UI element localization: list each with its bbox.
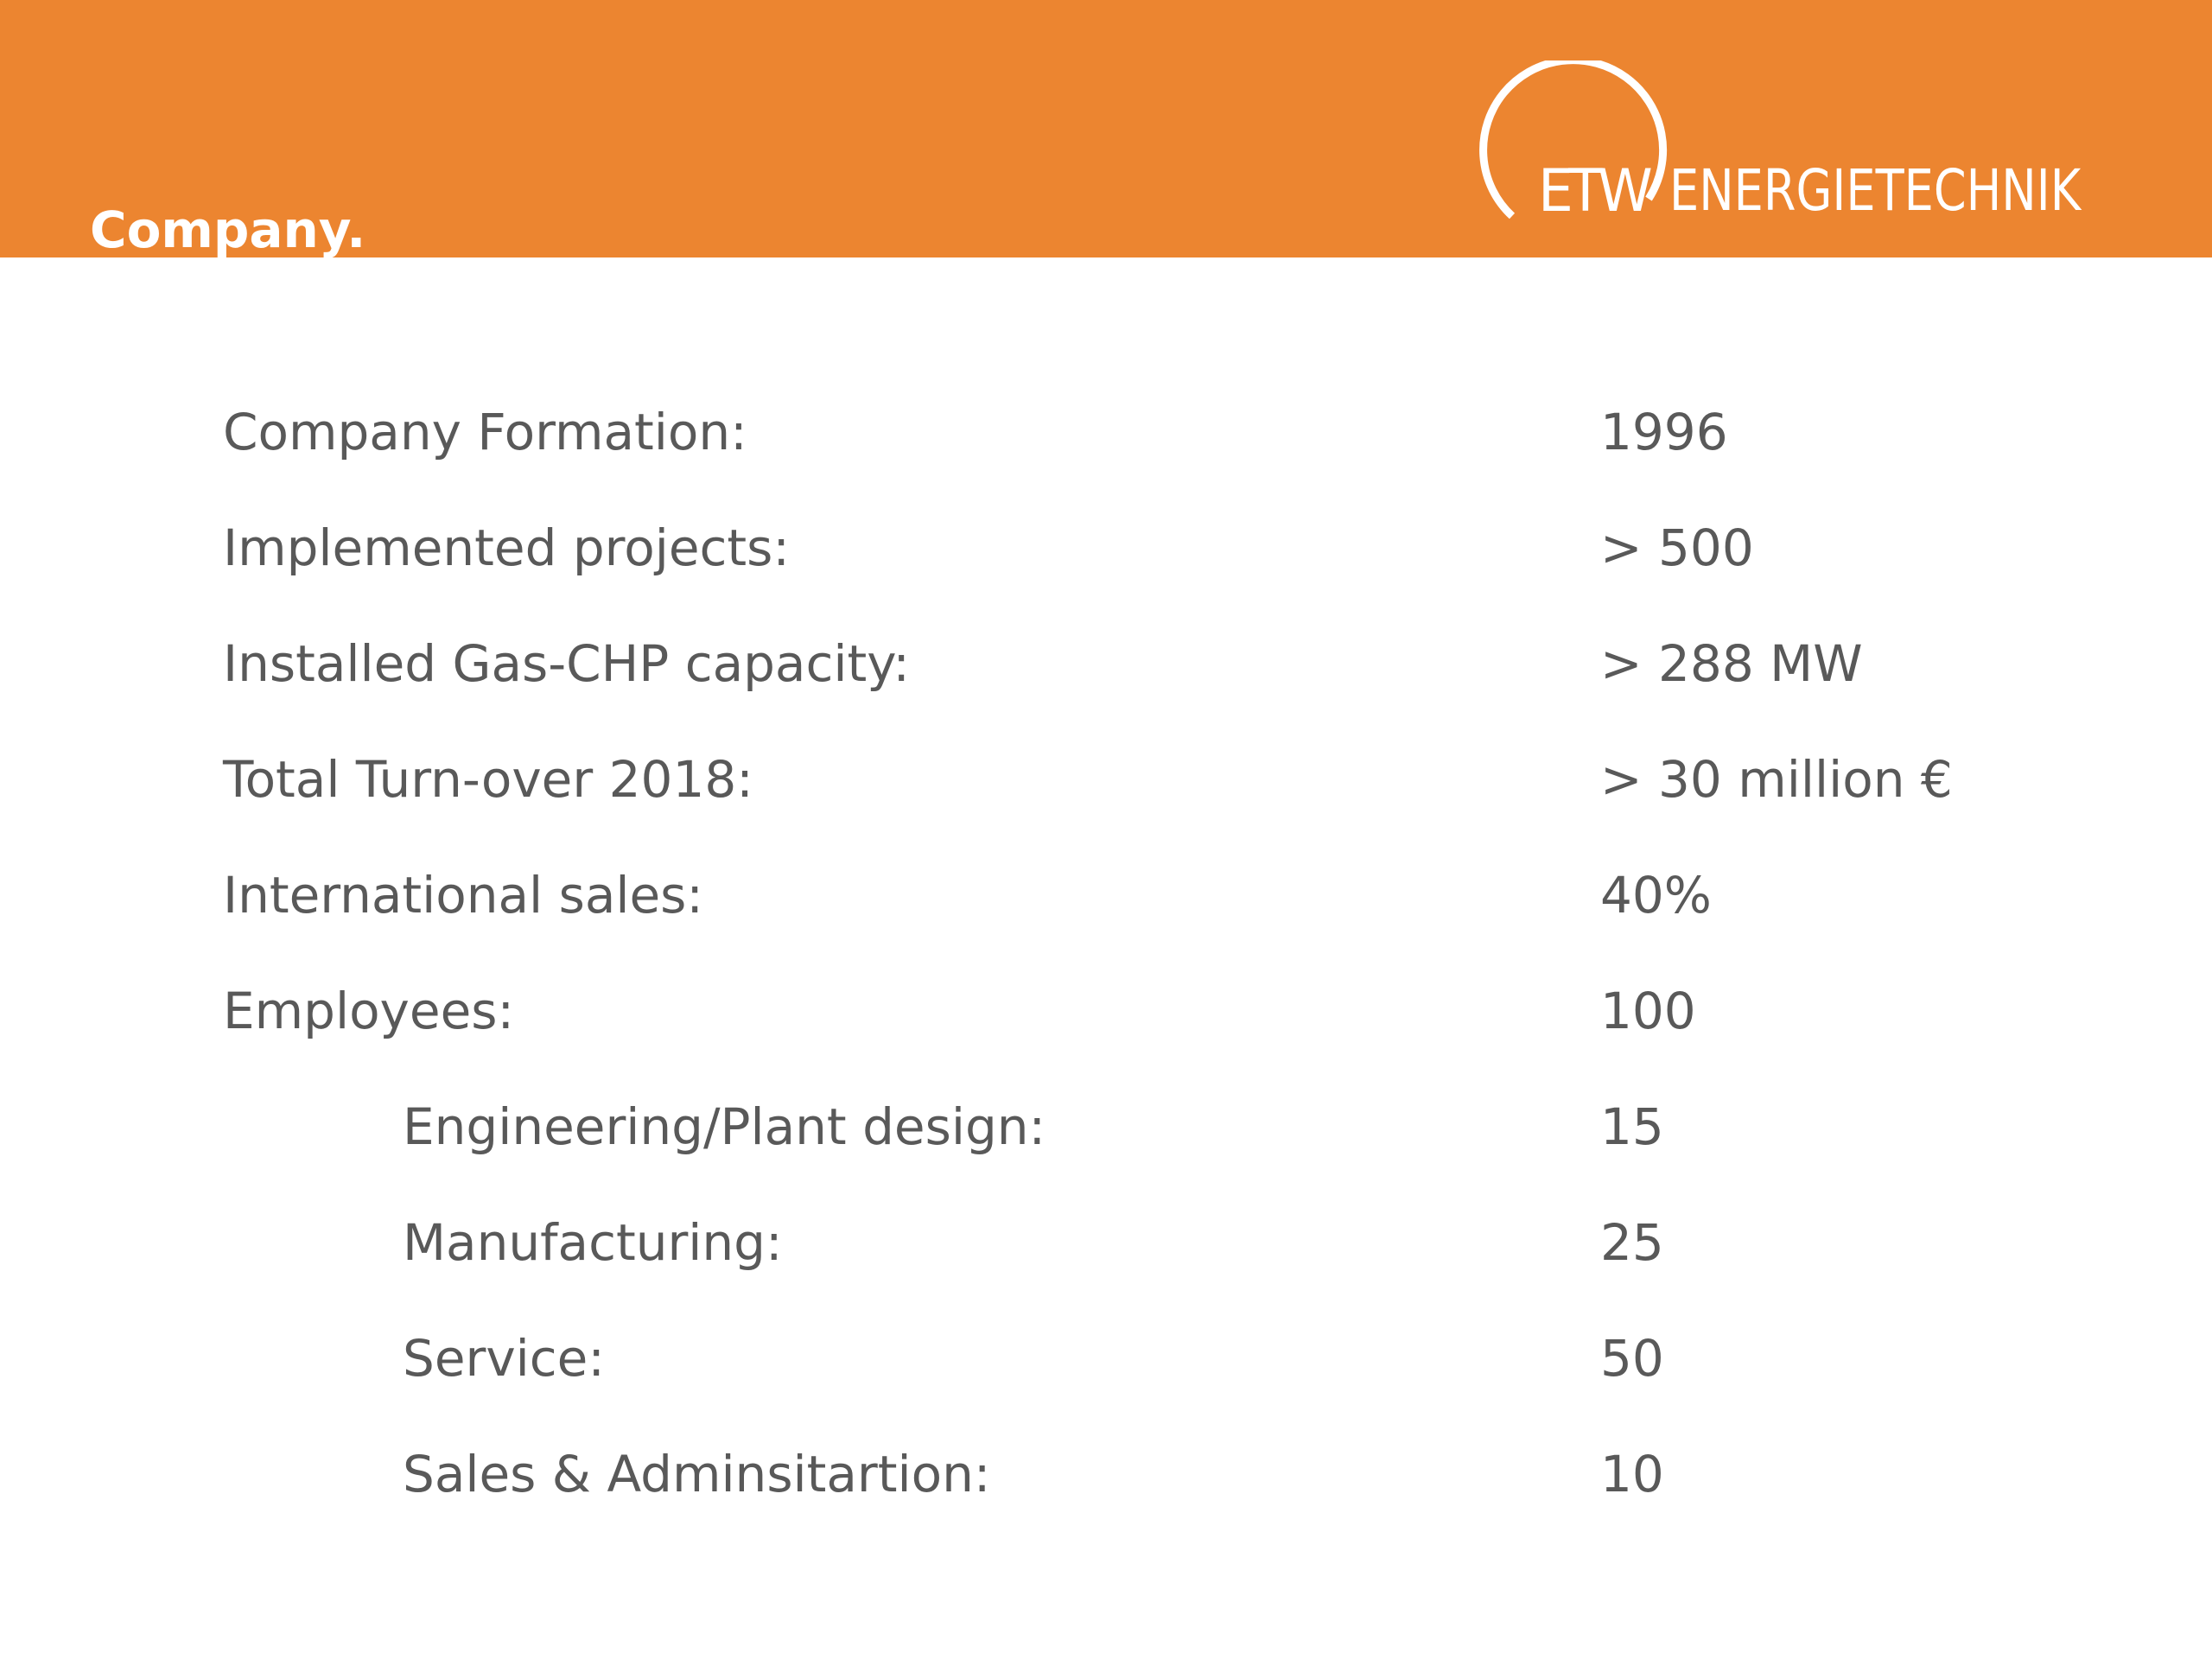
fact-value: 1996 bbox=[1600, 403, 1728, 461]
fact-value: 50 bbox=[1600, 1329, 1664, 1388]
fact-value: 100 bbox=[1600, 982, 1696, 1040]
fact-row-sub: Manufacturing: 25 bbox=[0, 1211, 2212, 1327]
fact-label: Employees: bbox=[223, 982, 515, 1040]
fact-label: Sales & Adminsitartion: bbox=[403, 1445, 991, 1503]
fact-value: > 30 million € bbox=[1600, 750, 1953, 809]
fact-row: Company Formation: 1996 bbox=[0, 401, 2212, 517]
fact-row: Employees: 100 bbox=[0, 980, 2212, 1096]
fact-label: Installed Gas-CHP capacity: bbox=[223, 634, 910, 693]
fact-label: International sales: bbox=[223, 866, 703, 925]
logo-arc-icon bbox=[1479, 60, 1668, 219]
fact-row-sub: Sales & Adminsitartion: 10 bbox=[0, 1443, 2212, 1559]
header-band: Company. ETW ENERGIETECHNIK bbox=[0, 0, 2212, 257]
fact-label: Total Turn-over 2018: bbox=[223, 750, 753, 809]
fact-label: Engineering/Plant design: bbox=[403, 1097, 1046, 1156]
fact-row-sub: Engineering/Plant design: 15 bbox=[0, 1096, 2212, 1211]
fact-label: Company Formation: bbox=[223, 403, 747, 461]
fact-row-sub: Service: 50 bbox=[0, 1327, 2212, 1443]
fact-row: International sales: 40% bbox=[0, 864, 2212, 980]
fact-value: 25 bbox=[1600, 1213, 1664, 1272]
fact-label: Manufacturing: bbox=[403, 1213, 783, 1272]
fact-value: 10 bbox=[1600, 1445, 1664, 1503]
fact-value: 15 bbox=[1600, 1097, 1664, 1156]
fact-value: > 500 bbox=[1600, 518, 1754, 577]
company-facts-list: Company Formation: 1996 Implemented proj… bbox=[0, 401, 2212, 1559]
logo-mark: ETW bbox=[1538, 157, 1653, 226]
fact-value: 40% bbox=[1600, 866, 1712, 925]
logo-name: ENERGIETECHNIK bbox=[1669, 157, 2082, 224]
company-logo: ETW ENERGIETECHNIK bbox=[1469, 60, 2160, 233]
fact-value: > 288 MW bbox=[1600, 634, 1863, 693]
page-title: Company. bbox=[90, 200, 366, 257]
fact-row: Implemented projects: > 500 bbox=[0, 517, 2212, 632]
fact-label: Service: bbox=[403, 1329, 605, 1388]
fact-row: Total Turn-over 2018: > 30 million € bbox=[0, 748, 2212, 864]
fact-row: Installed Gas-CHP capacity: > 288 MW bbox=[0, 632, 2212, 748]
fact-label: Implemented projects: bbox=[223, 518, 790, 577]
